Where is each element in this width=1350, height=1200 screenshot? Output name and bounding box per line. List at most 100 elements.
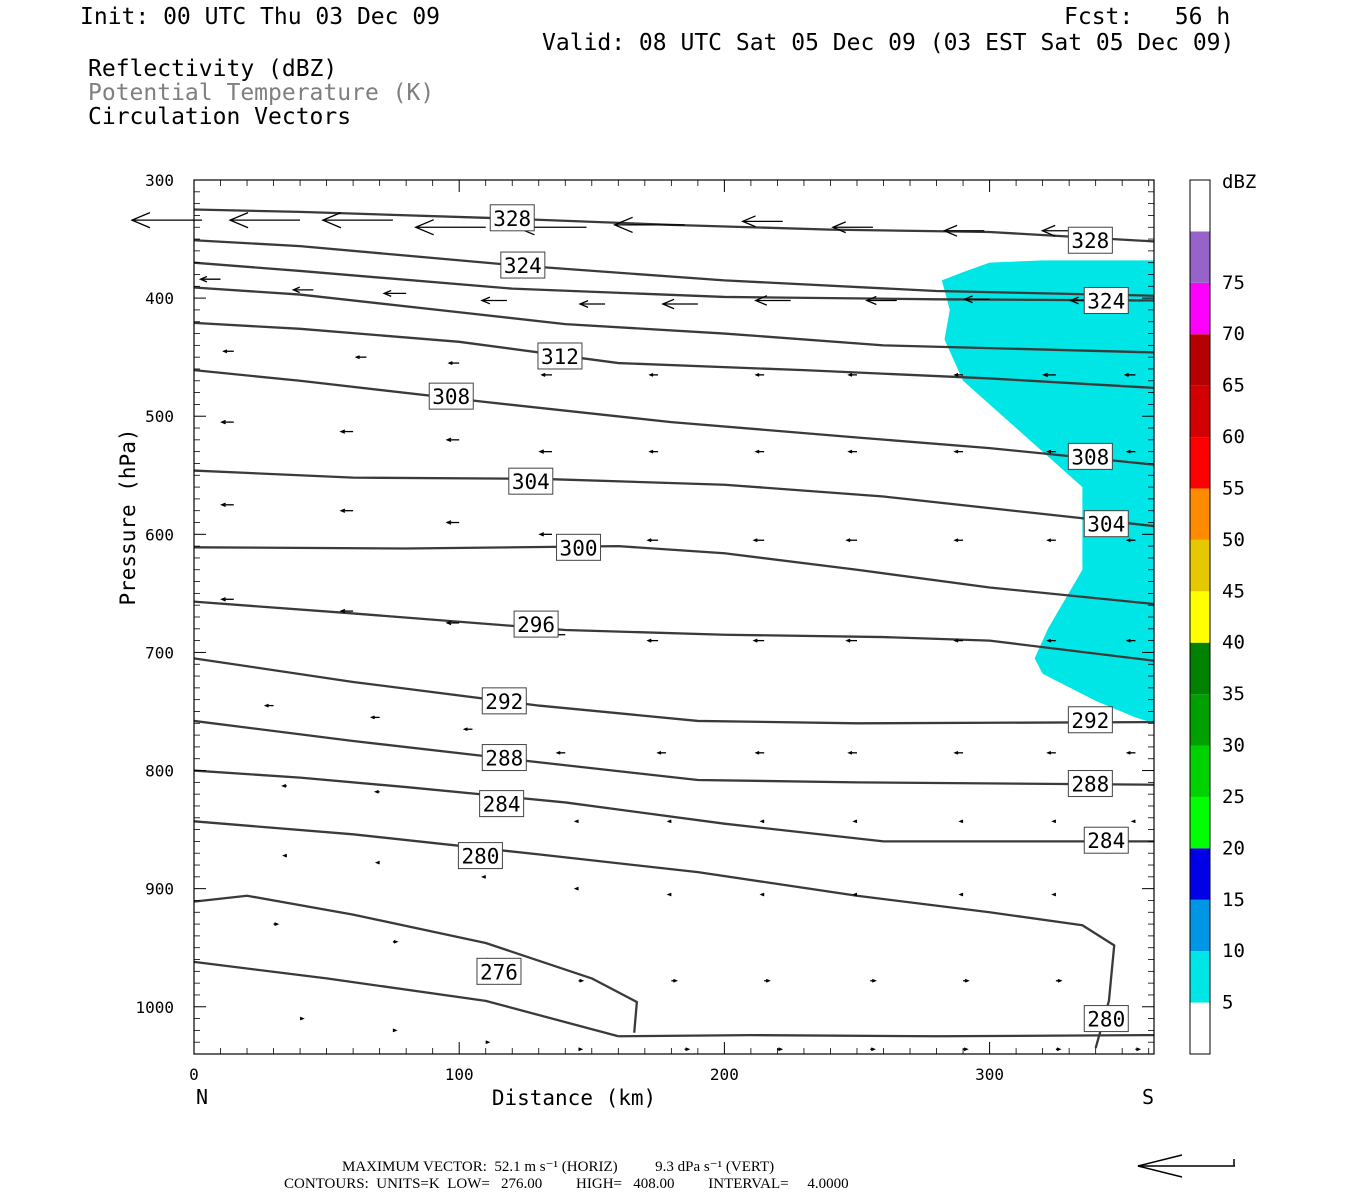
circulation-vector <box>752 538 765 543</box>
contour-label-box <box>1083 1005 1129 1033</box>
circulation-vector <box>445 520 460 525</box>
contour-label: 308 <box>432 385 470 409</box>
contour-label-box <box>476 957 522 985</box>
max-vector-note: MAXIMUM VECTOR: 52.1 m s⁻¹ (HORIZ) 9.3 d… <box>342 1159 775 1175</box>
contour-label: 280 <box>461 845 499 869</box>
circulation-vector <box>845 638 857 643</box>
x-tick-label: 0 <box>189 1065 199 1084</box>
colorbar-swatch <box>1190 951 1210 1003</box>
circulation-vector <box>1125 750 1136 755</box>
reflectivity-5dbz-area <box>941 260 1154 724</box>
theta-contour-284 <box>193 769 1154 843</box>
circulation-vector <box>414 219 486 236</box>
reference-vector-arrow <box>1137 1154 1235 1178</box>
circulation-vector <box>1051 819 1057 824</box>
circulation-vector <box>648 449 659 454</box>
circulation-vector <box>953 750 964 755</box>
circulation-vector <box>958 819 964 824</box>
circulation-vector <box>1046 538 1056 543</box>
circulation-vector <box>1055 1047 1062 1052</box>
valid-time: Valid: 08 UTC Sat 05 Dec 09 (03 EST Sat … <box>542 30 1235 56</box>
theta-contour-unlabeled-15 <box>618 1033 1155 1038</box>
circulation-vector <box>953 638 964 643</box>
colorbar-swatch <box>1190 180 1210 232</box>
circulation-vector <box>754 373 765 377</box>
contour-label-box <box>479 790 525 818</box>
circulation-vector <box>578 300 606 308</box>
circulation-vector <box>754 750 765 755</box>
circulation-vector <box>481 874 486 879</box>
colorbar-swatch <box>1190 231 1210 283</box>
field-reflectivity: Reflectivity (dBZ) <box>88 56 338 82</box>
colorbar-swatch <box>1190 796 1210 849</box>
circulation-vector <box>648 373 659 377</box>
circulation-vector <box>392 939 399 944</box>
contour-label-box <box>508 467 554 495</box>
circulation-vector <box>339 608 354 614</box>
circulation-vector <box>447 361 460 366</box>
circulation-vector <box>445 620 460 626</box>
theta-contour-unlabeled-4 <box>193 321 1155 390</box>
init-time: Init: 00 UTC Thu 03 Dec 09 <box>80 4 441 30</box>
circulation-vector <box>953 449 964 454</box>
contour-label: 300 <box>560 536 598 560</box>
contour-label: 296 <box>517 613 555 637</box>
theta-contour-324 <box>193 239 1155 297</box>
colorbar-swatch <box>1190 385 1210 438</box>
circulation-vector <box>339 429 354 434</box>
contour-label-box <box>428 382 474 410</box>
circulation-vector <box>962 295 990 304</box>
theta-contour-296 <box>193 600 1155 662</box>
contour-label-box <box>457 842 503 870</box>
circulation-vector <box>666 819 672 824</box>
colorbar-swatch <box>1190 334 1210 386</box>
contour-label: 328 <box>1071 229 1109 253</box>
circulation-vector <box>480 296 507 305</box>
contour-label: 324 <box>1087 289 1125 313</box>
circulation-vector <box>752 638 765 643</box>
colorbar-frame <box>1189 179 1211 1055</box>
x-end-label-south: S <box>1142 1085 1154 1109</box>
circulation-vector <box>865 295 897 306</box>
colorbar-swatch <box>1190 694 1210 746</box>
y-tick-label: 700 <box>145 643 174 662</box>
circulation-vector <box>870 1047 876 1052</box>
contour-label-box <box>513 610 559 638</box>
circulation-vector <box>485 1040 491 1045</box>
x-tick-label: 100 <box>445 1065 474 1084</box>
circulation-vector <box>764 978 771 983</box>
theta-contour-312 <box>193 286 1155 354</box>
contour-label: 288 <box>1071 773 1109 797</box>
circulation-vector <box>1125 538 1136 543</box>
contour-label-box <box>481 744 527 772</box>
contour-label: 292 <box>1071 709 1109 733</box>
circulation-vector <box>538 532 553 537</box>
contour-label: 292 <box>485 690 523 714</box>
circulation-vector <box>847 373 857 377</box>
circulation-vector <box>759 819 765 824</box>
theta-contour-292 <box>193 657 1155 725</box>
y-tick-label: 900 <box>145 880 174 899</box>
circulation-vector <box>220 502 234 508</box>
circulation-vector <box>1125 449 1136 454</box>
colorbar-label: 75 <box>1222 272 1245 294</box>
circulation-vector <box>1046 750 1056 755</box>
colorbar-label: 35 <box>1222 683 1245 705</box>
circulation-vector <box>555 750 566 755</box>
contour-label: 312 <box>541 345 579 369</box>
circulation-vector <box>282 853 288 858</box>
field-potential-temperature: Potential Temperature (K) <box>88 80 435 106</box>
circulation-vector <box>754 449 765 454</box>
contour-label-box <box>481 687 527 715</box>
field-circulation-vectors: Circulation Vectors <box>88 104 352 130</box>
circulation-vector <box>831 221 873 234</box>
theta-contour-308 <box>193 369 1155 466</box>
circulation-vector <box>273 922 280 926</box>
theta-contour-304 <box>193 469 1155 528</box>
colorbar-label: 65 <box>1222 375 1245 397</box>
x-axis-title: Distance (km) <box>492 1086 656 1110</box>
circulation-vector <box>578 978 585 983</box>
circulation-vector <box>1042 372 1056 378</box>
contour-label: 328 <box>493 207 531 231</box>
